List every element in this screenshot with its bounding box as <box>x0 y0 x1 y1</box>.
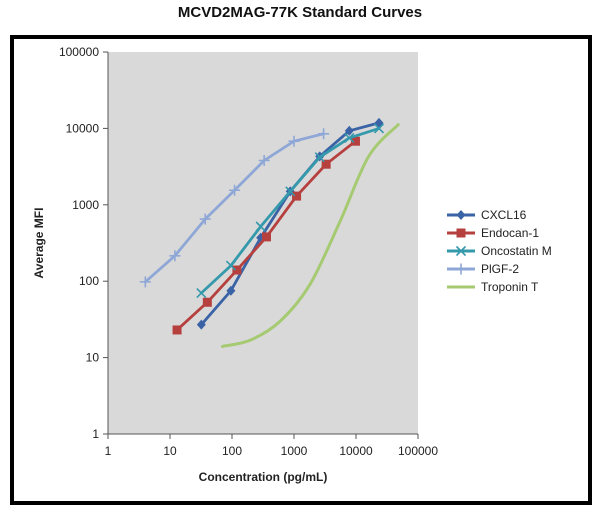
legend-marker <box>456 210 466 220</box>
y-tick-label: 1000 <box>72 198 99 212</box>
y-tick-label: 1 <box>92 427 99 441</box>
legend-item: PlGF-2 <box>447 262 519 276</box>
data-point <box>292 191 302 201</box>
legend-marker <box>455 263 467 275</box>
data-point <box>196 319 206 330</box>
y-axis-title: Average MFI <box>32 208 46 279</box>
legend-marker <box>455 245 467 257</box>
data-point <box>172 325 182 335</box>
data-point <box>199 213 211 225</box>
data-point <box>229 184 241 196</box>
series-endocan-1 <box>172 136 360 335</box>
data-point <box>285 186 296 197</box>
y-tick-label: 10000 <box>66 121 100 135</box>
y-ticks: 1 10 100 1000 10000 100000 <box>59 45 108 441</box>
x-tick-label: 1000 <box>281 444 308 458</box>
series-layer <box>139 117 400 348</box>
legend-label: PlGF-2 <box>481 262 519 276</box>
data-point <box>318 128 330 140</box>
x-tick-label: 100000 <box>398 444 438 458</box>
series-line <box>220 123 400 348</box>
legend-item: Troponin T <box>447 280 539 294</box>
x-tick-label: 100 <box>222 444 242 458</box>
legend-item: Oncostatin M <box>447 244 552 258</box>
legend-label: CXCL16 <box>481 208 527 222</box>
y-tick-label: 10 <box>86 351 100 365</box>
data-point <box>261 232 271 242</box>
legend-label: Endocan-1 <box>481 226 539 240</box>
data-point <box>321 159 331 169</box>
legend: CXCL16 Endocan-1 Oncostatin M PlGF-2 Troponi… <box>447 208 552 294</box>
y-tick-label: 100000 <box>59 45 99 59</box>
data-point <box>169 250 181 262</box>
x-ticks: 1 10 100 1000 10000 100000 <box>105 434 438 458</box>
legend-item: Endocan-1 <box>447 226 539 240</box>
data-point <box>344 132 355 144</box>
data-point <box>288 135 300 147</box>
series-troponin-t <box>220 123 400 348</box>
x-tick-label: 1 <box>105 444 112 458</box>
legend-item: CXCL16 <box>447 208 527 222</box>
series-plgf-2 <box>139 128 330 288</box>
data-point <box>255 221 266 232</box>
chart-title: MCVD2MAG-77K Standard Curves <box>177 4 423 21</box>
x-tick-label: 10 <box>163 444 177 458</box>
legend-label: Oncostatin M <box>481 244 552 258</box>
data-point <box>258 155 270 167</box>
data-point <box>344 125 354 136</box>
data-point <box>232 265 242 275</box>
data-point <box>202 297 212 307</box>
data-point <box>225 260 236 271</box>
data-point <box>373 123 385 134</box>
data-point <box>139 276 151 288</box>
data-point <box>196 287 207 299</box>
legend-label: Troponin T <box>481 280 539 294</box>
y-tick-label: 100 <box>79 274 99 288</box>
axes <box>107 52 418 435</box>
x-tick-label: 10000 <box>339 444 373 458</box>
data-point <box>350 136 360 146</box>
data-point <box>314 152 325 163</box>
series-oncostatin-m <box>196 123 385 299</box>
data-point <box>226 285 236 296</box>
plot-area <box>108 52 418 434</box>
legend-marker <box>456 228 466 238</box>
x-axis-title: Concentration (pg/mL) <box>199 470 328 484</box>
